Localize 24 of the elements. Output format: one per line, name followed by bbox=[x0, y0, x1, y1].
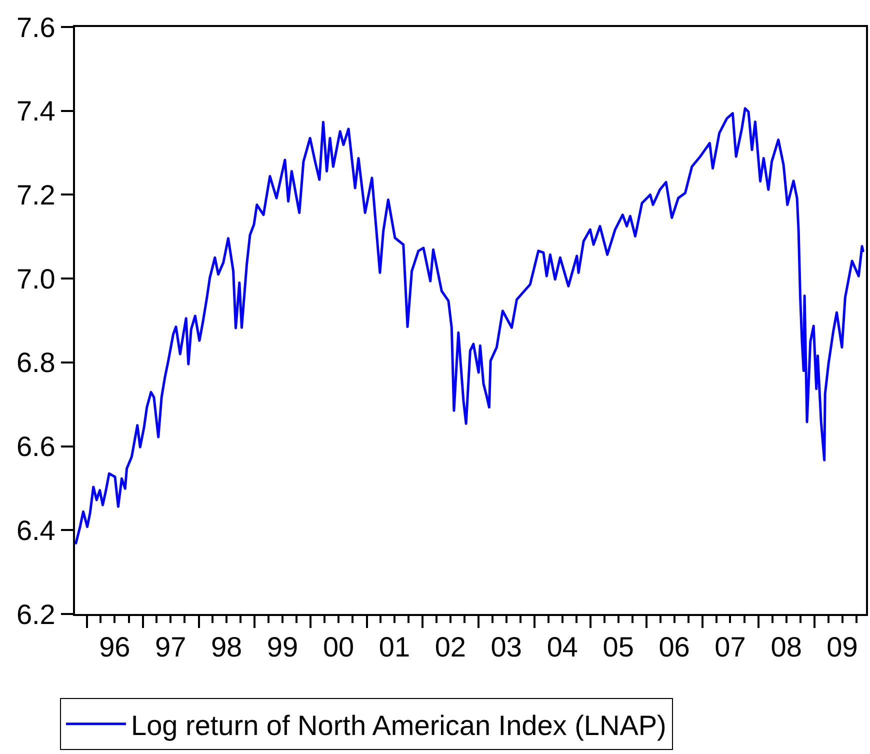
x-tick-label: 96 bbox=[99, 632, 130, 663]
y-tick-label: 6.8 bbox=[16, 347, 56, 378]
x-tick-label: 03 bbox=[490, 632, 522, 663]
x-tick-label: 98 bbox=[210, 632, 242, 663]
y-tick-label: 7.4 bbox=[16, 96, 56, 127]
x-tick-label: 06 bbox=[658, 632, 690, 663]
x-tick-label: 97 bbox=[155, 632, 186, 663]
y-tick-label: 6.4 bbox=[16, 514, 56, 546]
x-tick-label: 02 bbox=[434, 632, 466, 663]
y-tick-label: 6.6 bbox=[16, 431, 56, 462]
x-tick-label: 99 bbox=[266, 632, 298, 663]
y-tick-label: 6.2 bbox=[16, 598, 56, 630]
x-tick-label: 07 bbox=[714, 632, 746, 663]
x-tick-label: 04 bbox=[546, 632, 578, 663]
x-tick-label: 00 bbox=[322, 632, 354, 663]
legend-label: Log return of North American Index (LNAP) bbox=[131, 710, 666, 741]
y-tick-label: 7.6 bbox=[16, 12, 56, 43]
x-tick-label: 01 bbox=[378, 632, 410, 663]
x-tick-label: 05 bbox=[602, 632, 634, 663]
x-tick-label: 09 bbox=[826, 632, 858, 663]
line-series bbox=[75, 107, 864, 544]
x-tick-label: 08 bbox=[770, 632, 802, 663]
y-tick-label: 7.0 bbox=[16, 263, 56, 294]
y-tick-label: 7.2 bbox=[16, 180, 56, 211]
